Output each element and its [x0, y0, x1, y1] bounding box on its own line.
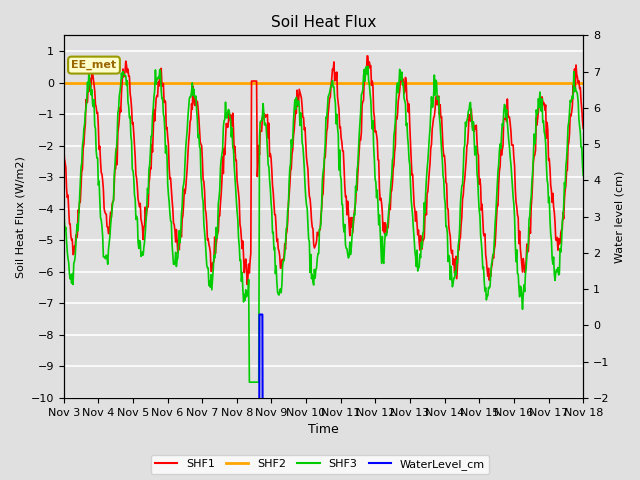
SHF1 [175, 247, 183, 252]
SHF3 [69, 282, 77, 288]
SHF3 [579, 173, 587, 179]
Y-axis label: Water level (cm): Water level (cm) [615, 170, 625, 263]
SHF3 [60, 194, 67, 200]
Text: EE_met: EE_met [72, 60, 116, 70]
SHF2 [579, 80, 587, 85]
SHF1 [203, 220, 211, 226]
SHF2 [123, 80, 131, 85]
SHF3 [403, 120, 411, 126]
SHF1 [403, 96, 411, 102]
SHF2 [387, 80, 394, 85]
SHF3 [364, 63, 372, 69]
Y-axis label: Soil Heat Flux (W/m2): Soil Heat Flux (W/m2) [15, 156, 25, 277]
X-axis label: Time: Time [308, 423, 339, 436]
Line: SHF3: SHF3 [63, 66, 583, 382]
Line: SHF1: SHF1 [63, 56, 583, 285]
SHF1 [243, 282, 251, 288]
SHF2 [60, 80, 67, 85]
SHF1 [69, 252, 77, 257]
SHF3 [123, 83, 131, 88]
Title: Soil Heat Flux: Soil Heat Flux [271, 15, 376, 30]
WaterLevel_cm [255, 312, 263, 317]
SHF3 [203, 262, 211, 268]
SHF2 [203, 80, 211, 85]
Legend: SHF1, SHF2, SHF3, WaterLevel_cm: SHF1, SHF2, SHF3, WaterLevel_cm [151, 455, 489, 474]
SHF1 [60, 142, 67, 147]
SHF2 [69, 80, 77, 85]
SHF1 [364, 53, 371, 59]
SHF3 [388, 172, 396, 178]
Line: WaterLevel_cm: WaterLevel_cm [63, 314, 583, 480]
SHF2 [175, 80, 183, 85]
SHF2 [402, 80, 410, 85]
SHF1 [579, 125, 587, 131]
SHF1 [388, 188, 396, 193]
SHF1 [123, 62, 131, 68]
SHF3 [175, 228, 183, 234]
SHF3 [246, 379, 253, 385]
